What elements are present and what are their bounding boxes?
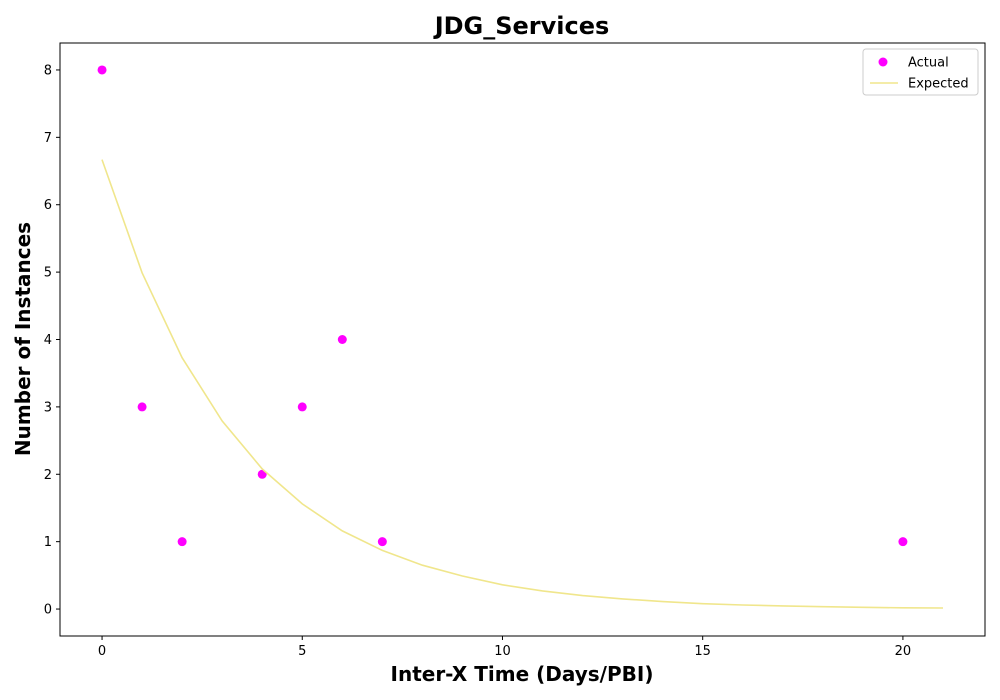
legend: Actual Expected	[862, 48, 979, 96]
data-point-actual	[297, 402, 307, 412]
x-tick-label: 10	[494, 644, 511, 659]
y-tick-label: 3	[44, 400, 52, 415]
y-tick-label: 8	[44, 63, 52, 78]
y-tick-label: 7	[44, 131, 52, 146]
plot-area: 0 5 10 15 20 0 1 2 3 4 5 6 7 8	[44, 42, 986, 659]
legend-marker-swatch	[878, 57, 888, 67]
series-line-expected	[101, 159, 944, 609]
y-tick-label: 2	[44, 468, 52, 483]
x-tick-label: 0	[98, 644, 106, 659]
chart-title: JDG_Services	[433, 12, 610, 40]
data-point-actual	[898, 537, 908, 547]
data-point-actual	[337, 335, 347, 344]
y-tick-label: 6	[44, 198, 52, 213]
x-tick-label: 20	[895, 644, 912, 659]
y-tick-label: 0	[44, 603, 52, 618]
y-axis-label: Number of Instances	[11, 222, 35, 456]
data-point-actual	[137, 402, 147, 412]
legend-label: Actual	[908, 56, 949, 71]
data-point-actual	[97, 65, 107, 75]
y-tick-label: 1	[44, 535, 52, 550]
data-point-actual	[177, 537, 187, 547]
axes-frame	[59, 42, 986, 637]
y-tick-label: 4	[44, 333, 52, 348]
y-tick-label: 5	[44, 266, 52, 281]
x-tick-label: 5	[298, 644, 306, 659]
data-point-actual	[257, 469, 267, 479]
x-axis-label: Inter-X Time (Days/PBI)	[391, 662, 654, 686]
x-tick-label: 15	[694, 644, 711, 659]
data-point-actual	[377, 537, 387, 547]
legend-label: Expected	[908, 77, 969, 92]
